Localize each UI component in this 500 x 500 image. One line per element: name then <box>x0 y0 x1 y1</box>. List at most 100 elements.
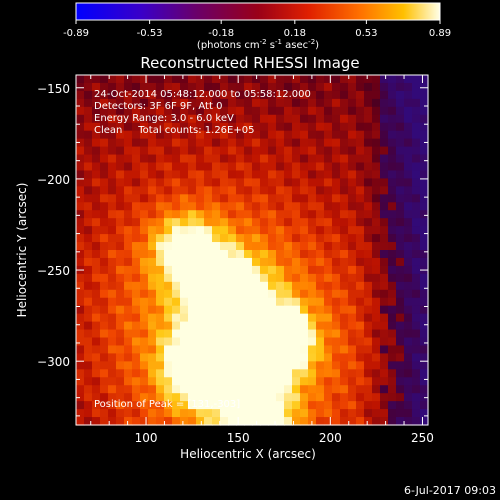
heatmap-cell <box>388 361 397 370</box>
heatmap-cell <box>420 210 429 219</box>
heatmap-cell <box>372 257 381 267</box>
heatmap-cell <box>84 114 93 124</box>
heatmap-cell <box>316 138 325 148</box>
heatmap-cell <box>196 114 205 124</box>
heatmap-cell <box>340 98 349 108</box>
heatmap-cell <box>324 409 333 418</box>
heatmap-cell <box>204 242 213 251</box>
heatmap-cell <box>188 170 197 180</box>
heatmap-cell <box>236 202 245 211</box>
heatmap-cell <box>212 265 221 275</box>
heatmap-cell <box>268 353 277 362</box>
heatmap-cell <box>276 265 285 275</box>
heatmap-cell <box>324 337 333 347</box>
heatmap-cell <box>276 90 285 100</box>
heatmap-cell <box>148 361 157 370</box>
heatmap-cell <box>164 210 173 219</box>
heatmap-cell <box>268 226 277 235</box>
heatmap-cell <box>372 234 381 243</box>
plot-date: 6-Jul-2017 09:03 <box>404 484 496 497</box>
heatmap-cell <box>316 194 325 203</box>
heatmap-cell <box>308 154 317 164</box>
heatmap-cell <box>100 178 109 187</box>
heatmap-cell <box>252 226 261 235</box>
heatmap-cell <box>100 98 109 108</box>
heatmap-cell <box>124 162 133 172</box>
heatmap-cell <box>156 154 165 164</box>
heatmap-cell <box>308 385 317 394</box>
heatmap-cell <box>300 130 309 140</box>
heatmap-cell <box>100 329 109 339</box>
heatmap-cell <box>236 250 245 259</box>
heatmap-cell <box>220 186 229 195</box>
heatmap-cell <box>108 345 117 355</box>
heatmap-cell <box>324 385 333 394</box>
heatmap-cell <box>172 329 181 339</box>
heatmap-cell <box>204 385 213 394</box>
heatmap-cell <box>84 393 93 402</box>
heatmap-cell <box>220 90 229 100</box>
heatmap-cell <box>156 265 165 275</box>
heatmap-cell <box>76 130 85 140</box>
heatmap-cell <box>356 122 365 132</box>
heatmap-cell <box>276 385 285 394</box>
heatmap-cell <box>220 114 229 124</box>
heatmap-cell <box>372 186 381 195</box>
heatmap-cell <box>212 297 221 307</box>
heatmap-cell <box>380 218 389 227</box>
heatmap-cell <box>124 82 133 92</box>
heatmap-cell <box>140 281 149 291</box>
heatmap-cell <box>324 242 333 251</box>
heatmap-cell <box>284 106 293 116</box>
heatmap-cell <box>420 114 429 124</box>
heatmap-cell <box>380 257 389 267</box>
heatmap-cell <box>92 202 101 211</box>
heatmap-cell <box>364 313 373 323</box>
heatmap-cell <box>260 417 269 426</box>
heatmap-cell <box>188 257 197 267</box>
heatmap-cell <box>316 393 325 402</box>
heatmap-cell <box>292 377 301 386</box>
heatmap-cell <box>276 257 285 267</box>
heatmap-cell <box>92 218 101 227</box>
heatmap-cell <box>132 313 141 323</box>
heatmap-cell <box>76 226 85 235</box>
heatmap-cell <box>372 369 381 378</box>
heatmap-cell <box>140 194 149 203</box>
heatmap-cell <box>324 82 333 92</box>
heatmap-cell <box>84 146 93 156</box>
heatmap-cell <box>228 114 237 124</box>
info-time-range: 24-Oct-2014 05:48:12.000 to 05:58:12.000 <box>94 89 311 100</box>
heatmap-cell <box>388 393 397 402</box>
heatmap-cell <box>260 313 269 323</box>
heatmap-cell <box>292 226 301 235</box>
heatmap-cell <box>412 345 421 355</box>
heatmap-cell <box>172 297 181 307</box>
heatmap-cell <box>268 242 277 251</box>
heatmap-cell <box>420 409 429 418</box>
heatmap-cell <box>308 82 317 92</box>
heatmap-cell <box>404 353 413 362</box>
heatmap-cell <box>316 313 325 323</box>
heatmap-cell <box>220 194 229 203</box>
heatmap-cell <box>412 146 421 156</box>
heatmap-cell <box>340 385 349 394</box>
heatmap-cell <box>100 313 109 323</box>
heatmap-cell <box>268 194 277 203</box>
heatmap-cell <box>316 329 325 339</box>
heatmap-cell <box>260 106 269 116</box>
heatmap-cell <box>268 170 277 180</box>
heatmap-cell <box>172 313 181 323</box>
info-energy-range: Energy Range: 3.0 - 6.0 keV <box>94 113 234 124</box>
x-tick-label: 200 <box>319 431 342 445</box>
heatmap-cell <box>420 385 429 394</box>
heatmap-cell <box>84 162 93 172</box>
heatmap-cell <box>148 170 157 180</box>
heatmap-cell <box>108 313 117 323</box>
heatmap-cell <box>196 353 205 362</box>
heatmap-cell <box>204 202 213 211</box>
heatmap-cell <box>388 297 397 307</box>
heatmap-cell <box>108 242 117 251</box>
heatmap-cell <box>388 329 397 339</box>
heatmap-cell <box>156 321 165 331</box>
